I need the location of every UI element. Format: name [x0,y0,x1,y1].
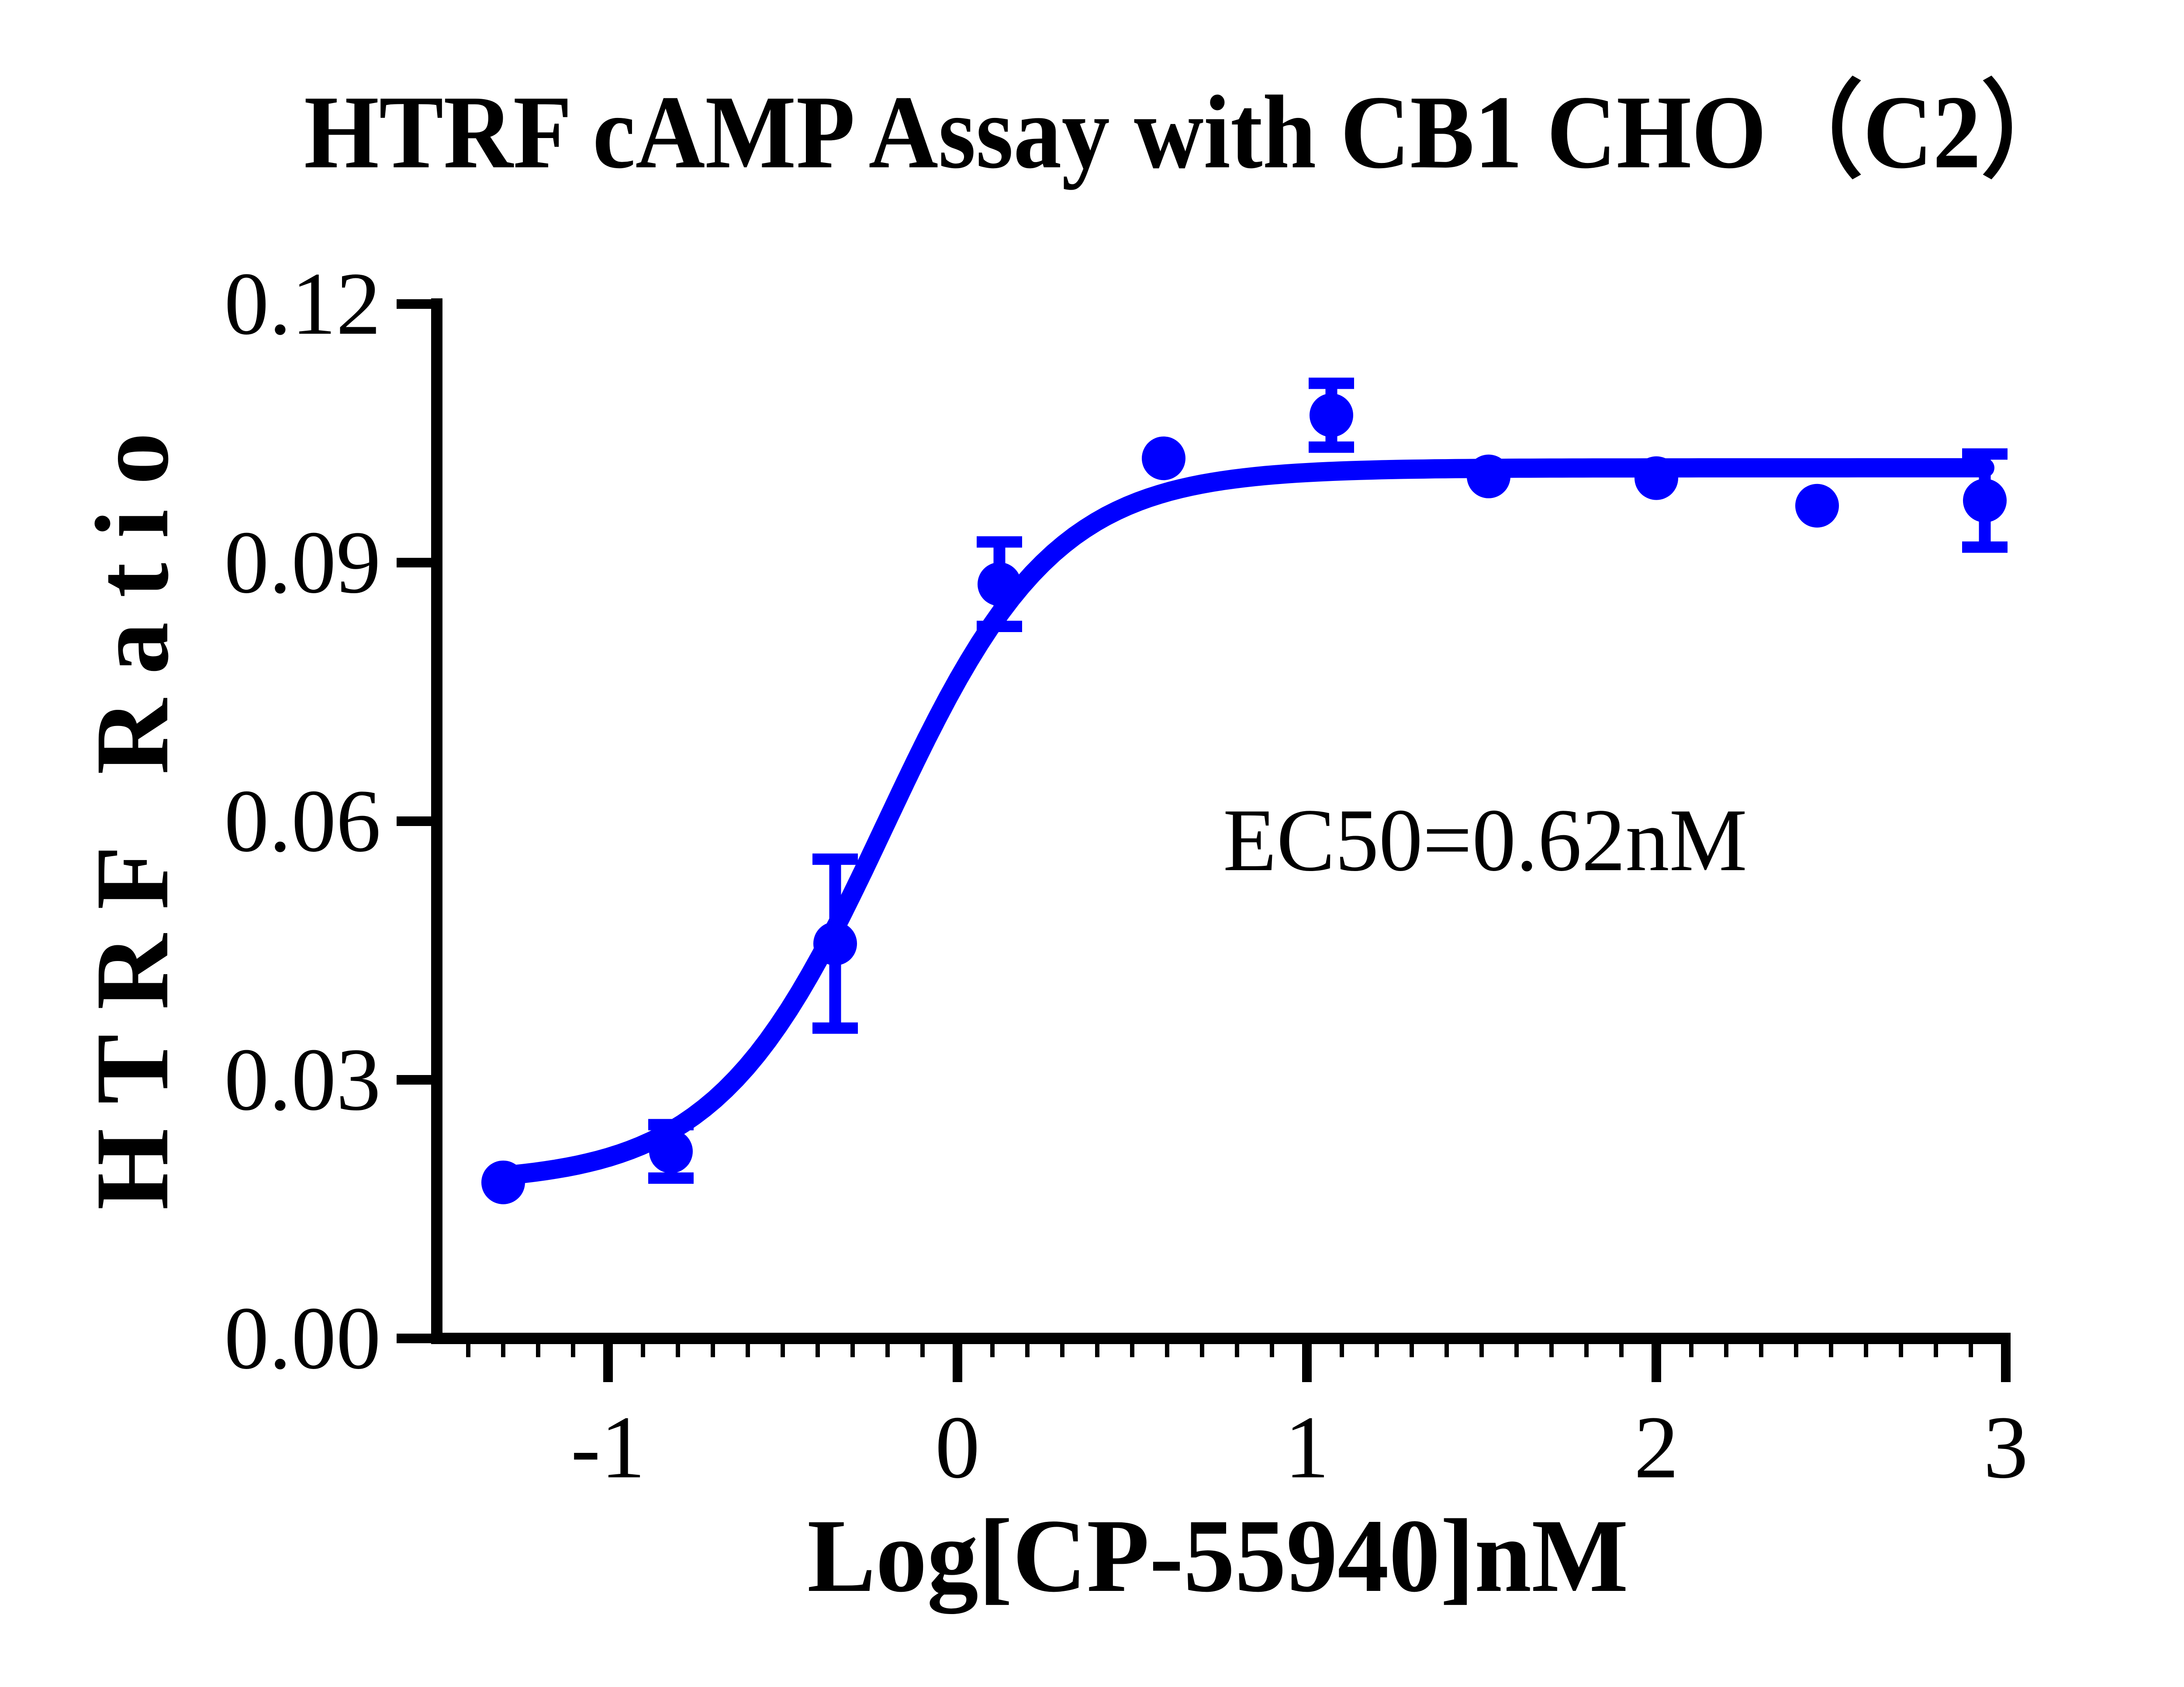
data-point [1795,484,1839,528]
chart-title: HTRF cAMP Assay with CB1 CHO（C2） [304,74,2077,190]
x-axis-minor-ticks [466,1344,1973,1357]
data-point [1467,454,1510,498]
x-tick-label: -1 [571,1398,646,1497]
x-tick-label: 1 [1285,1398,1330,1497]
y-tick-label: 0.12 [224,254,381,353]
data-point [1635,456,1678,500]
y-tick-label: 0.00 [224,1289,381,1388]
data-point [1310,393,1353,437]
data-point [978,562,1021,606]
x-tick-label: 3 [1984,1398,2028,1497]
fit-curve [494,458,1994,1186]
y-tick-label: 0.03 [224,1030,381,1129]
data-point [481,1160,525,1204]
data-point [1142,436,1185,481]
y-tick-label: 0.09 [224,513,381,612]
data-point [1963,478,2007,522]
axis-major-ticks [397,299,2011,1382]
x-tick-label: 2 [1634,1398,1679,1497]
data-point-layer [481,393,2007,1204]
y-axis-title: HTRF Ratio [74,432,190,1210]
y-tick-label: 0.06 [224,771,381,871]
fit-curve-layer [494,458,1994,1186]
axis-tick-labels: -1 0 1 2 3 0.00 0.03 0.06 0.09 0.12 [224,254,2028,1497]
ec50-annotation: EC50=0.62nM [1223,791,1747,890]
x-axis-title: Log[CP-55940]nM [807,1497,1628,1614]
x-tick-label: 0 [935,1398,980,1497]
data-point [813,922,857,966]
data-point [649,1129,693,1173]
